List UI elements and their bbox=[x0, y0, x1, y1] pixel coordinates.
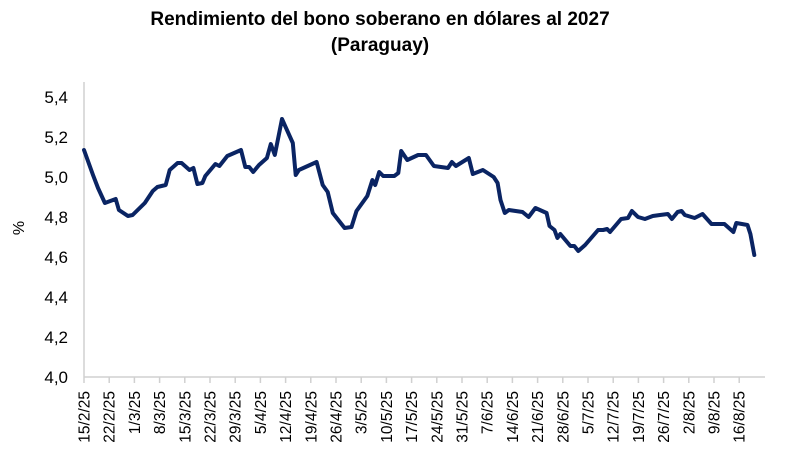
x-tick-label: 15/2/25 bbox=[77, 391, 94, 443]
x-tick-label: 10/5/25 bbox=[379, 391, 396, 443]
x-tick-label: 15/3/25 bbox=[177, 391, 194, 443]
chart-title-line-1: Rendimiento del bono soberano en dólares… bbox=[150, 9, 609, 30]
x-tick-label: 17/5/25 bbox=[404, 391, 421, 443]
x-tick-label: 5/7/25 bbox=[581, 391, 598, 434]
x-tick-label: 12/7/25 bbox=[606, 391, 623, 443]
y-tick-label: 5,0 bbox=[44, 168, 68, 187]
x-tick-label: 28/6/25 bbox=[555, 391, 572, 443]
x-tick-label: 2/8/25 bbox=[681, 391, 698, 434]
y-tick-label: 4,4 bbox=[44, 288, 68, 307]
x-tick-label: 22/3/25 bbox=[203, 391, 220, 443]
x-tick-label: 1/3/25 bbox=[127, 391, 144, 434]
x-tick-label: 16/8/25 bbox=[732, 391, 749, 443]
x-tick-label: 14/6/25 bbox=[505, 391, 522, 443]
x-tick-label: 8/3/25 bbox=[152, 391, 169, 434]
y-axis-label: % bbox=[11, 221, 28, 235]
x-tick-label: 7/6/25 bbox=[480, 391, 497, 434]
x-tick-label: 9/8/25 bbox=[707, 391, 724, 434]
x-tick-label: 21/6/25 bbox=[530, 391, 547, 443]
x-tick-label: 22/2/25 bbox=[102, 391, 119, 443]
y-tick-label: 5,2 bbox=[44, 128, 68, 147]
chart-title-line-2: (Paraguay) bbox=[331, 35, 429, 56]
series-line-rendimiento bbox=[82, 117, 757, 257]
x-tick-label: 3/5/25 bbox=[354, 391, 371, 434]
x-tick-label: 19/4/25 bbox=[303, 391, 320, 443]
x-tick-label: 26/4/25 bbox=[329, 391, 346, 443]
y-tick-label: 4,0 bbox=[44, 368, 68, 387]
y-tick-label: 5,4 bbox=[44, 88, 68, 107]
x-tick-label: 26/7/25 bbox=[656, 391, 673, 443]
x-tick-label: 19/7/25 bbox=[631, 391, 648, 443]
y-tick-label: 4,6 bbox=[44, 248, 68, 267]
x-tick-label: 12/4/25 bbox=[278, 391, 295, 443]
x-tick-label: 24/5/25 bbox=[429, 391, 446, 443]
y-tick-label: 4,2 bbox=[44, 328, 68, 347]
x-tick-label: 5/4/25 bbox=[253, 391, 270, 434]
y-tick-label: 4,8 bbox=[44, 208, 68, 227]
x-tick-label: 29/3/25 bbox=[228, 391, 245, 443]
x-tick-label: 31/5/25 bbox=[455, 391, 472, 443]
